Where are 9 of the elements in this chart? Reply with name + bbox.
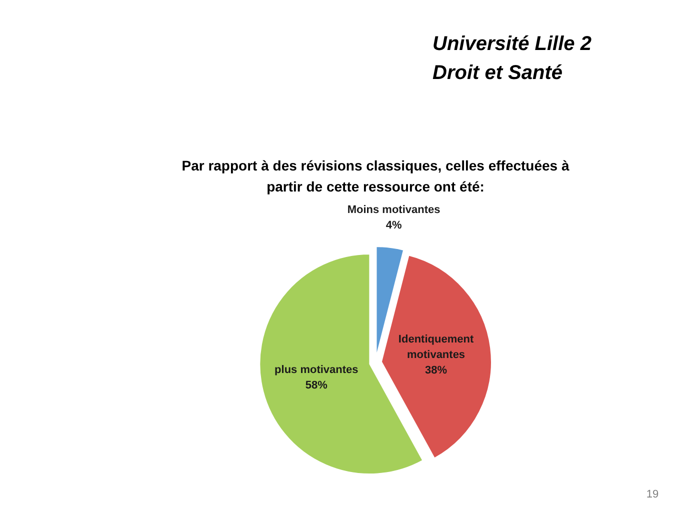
- data-label: 58%: [305, 379, 328, 392]
- slice-label: Identiquement motivantes: [398, 333, 474, 361]
- chart-title: Par rapport à des révisions classiques, celles effectuées à partir de cette ressource ont été:: [182, 158, 570, 194]
- text: Université Lille 2 Droit et Santé: [432, 33, 592, 84]
- data-label: 4%: [386, 219, 402, 232]
- data-label: 38%: [425, 364, 448, 376]
- slice-label: Moins motivantes: [347, 204, 440, 216]
- slice-label: plus motivantes: [274, 364, 358, 376]
- text: 19: [646, 488, 659, 500]
